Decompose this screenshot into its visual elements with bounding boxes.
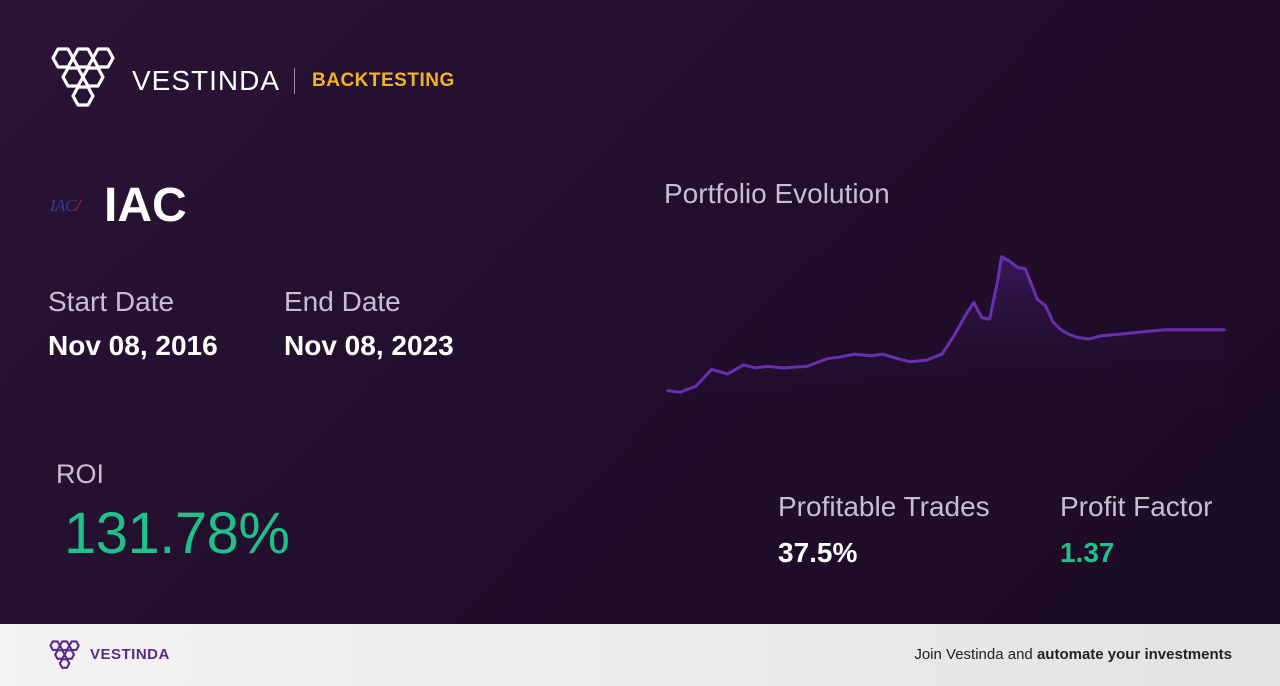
chart-point [742, 363, 745, 367]
end-date: End Date Nov 08, 2023 [284, 286, 454, 362]
chart-point [1147, 330, 1150, 333]
chart-point [1115, 333, 1118, 336]
ticker: IAC/ IAC [50, 178, 187, 233]
footer-brand-name: VESTINDA [90, 646, 170, 663]
chart-title: Portfolio Evolution [664, 178, 890, 209]
start-date-label: Start Date [48, 286, 175, 317]
chart-point [1195, 328, 1198, 331]
chart-point [924, 359, 928, 362]
brand-divider [294, 68, 295, 94]
chart-point [694, 385, 697, 388]
chart-point [754, 366, 757, 370]
chart-point [1222, 328, 1226, 331]
end-date-value: Nov 08, 2023 [284, 330, 454, 361]
chart-point [1210, 328, 1214, 331]
chart-point [1024, 267, 1027, 271]
chart-point [897, 357, 900, 360]
chart-point [1163, 328, 1166, 331]
chart-area-fill [668, 256, 1224, 410]
profit-factor-label: Profit Factor [1060, 491, 1213, 522]
chart-point [1131, 331, 1134, 335]
chart-point [726, 372, 729, 376]
vestinda-logo-icon [51, 47, 115, 107]
chart-point [980, 316, 983, 319]
chart-point [909, 360, 912, 363]
chart-point [678, 391, 682, 394]
chart-point [964, 313, 968, 316]
chart-point [1060, 328, 1063, 331]
profit-factor-value: 1.37 [1060, 537, 1115, 568]
chart-point [853, 353, 856, 356]
roi-value: 131.78% [64, 501, 290, 566]
chart-point [1179, 328, 1182, 331]
chart-point [940, 353, 944, 356]
chart-point [952, 334, 956, 338]
chart-point [972, 301, 975, 304]
chart-point [805, 365, 809, 368]
backtest-card: VESTINDA BACKTESTING IAC/ IAC Start Date… [0, 0, 1280, 624]
chart-point [1067, 333, 1071, 336]
chart-point [1099, 334, 1103, 338]
chart-point [869, 354, 872, 357]
brand-name: VESTINDA [132, 65, 281, 96]
roi: ROI 131.78% [56, 459, 290, 567]
chart-point [766, 365, 769, 368]
chart-point [1036, 298, 1039, 301]
brand-header: VESTINDA BACKTESTING [48, 46, 454, 114]
chart-point [1052, 321, 1055, 324]
chart-point [837, 356, 840, 359]
profitable-trades: Profitable Trades 37.5% [778, 491, 990, 569]
footer-cta-link[interactable]: Join Vestinda and automate your investme… [914, 646, 1232, 663]
company-logo: IAC/ [50, 195, 81, 215]
brand-tag: BACKTESTING [312, 70, 455, 91]
profit-factor: Profit Factor 1.37 [1060, 491, 1212, 569]
footer: VESTINDA Join Vestinda and automate your… [0, 624, 1280, 686]
portfolio-chart [666, 255, 1226, 410]
chart-point [782, 366, 785, 370]
chart-point [825, 357, 829, 360]
chart-point [1044, 304, 1047, 307]
end-date-label: End Date [284, 286, 401, 317]
start-date: Start Date Nov 08, 2016 [48, 286, 218, 362]
profitable-trades-label: Profitable Trades [778, 491, 990, 522]
start-date-value: Nov 08, 2016 [48, 330, 218, 361]
roi-label: ROI [56, 459, 105, 489]
chart-point [1075, 336, 1079, 339]
chart-point [881, 353, 884, 356]
chart-point [1016, 266, 1019, 269]
ticker-symbol: IAC [104, 179, 187, 232]
chart-point [1000, 255, 1003, 258]
chart-point [996, 279, 999, 283]
vestinda-footer-logo-icon [49, 640, 80, 669]
profitable-trades-value: 37.5% [778, 537, 858, 568]
chart-point [666, 389, 670, 392]
chart-point [710, 368, 713, 371]
chart-point [988, 317, 991, 321]
chart-point [1008, 260, 1011, 263]
chart-point [1087, 337, 1091, 341]
